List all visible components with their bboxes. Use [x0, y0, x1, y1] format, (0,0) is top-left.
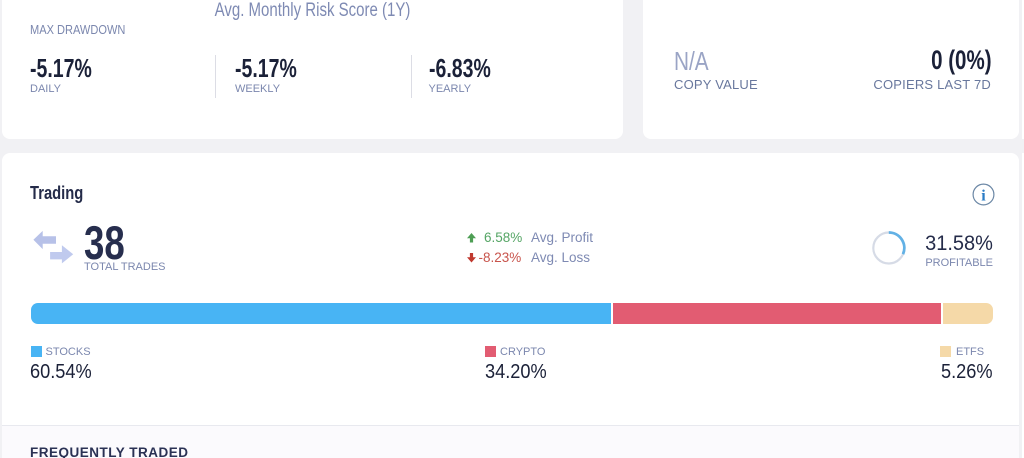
svg-text:i: i [981, 187, 986, 204]
